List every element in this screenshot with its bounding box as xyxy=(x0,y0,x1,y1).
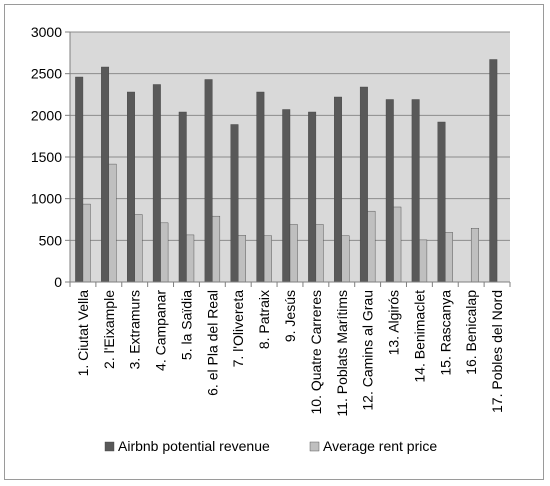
bar-rent-price xyxy=(315,224,324,283)
x-tick-label: 4. Campanar xyxy=(153,290,169,371)
bar-airbnb-revenue xyxy=(385,99,394,283)
bar-airbnb-revenue xyxy=(127,91,135,283)
legend: Airbnb potential revenue Average rent pri… xyxy=(104,438,437,454)
x-tick-label: 7. l'Olivereta xyxy=(230,290,246,368)
bar-rent-price xyxy=(186,234,195,283)
y-tick-label: 2500 xyxy=(31,66,62,82)
x-tick-label: 9. Jesús xyxy=(282,290,298,342)
x-axis: 1. Ciutat Vella 2. l'Eixample 3. Extramurs… xyxy=(69,281,511,417)
bar-airbnb-revenue xyxy=(152,84,161,283)
bar-rent-price xyxy=(341,235,350,283)
x-tick-label: 3. Extramurs xyxy=(127,290,143,369)
y-tick-label: 500 xyxy=(39,232,63,248)
bar-airbnb-revenue xyxy=(230,124,239,283)
x-tick-label: 6. el Pla del Real xyxy=(204,290,220,396)
bar-airbnb-revenue xyxy=(359,86,368,283)
bar-rent-price xyxy=(134,214,143,283)
y-axis: 0 500 1000 1500 2000 2500 3000 xyxy=(31,24,71,290)
bar-rent-price xyxy=(108,163,117,283)
bar-airbnb-revenue xyxy=(178,111,187,283)
bar-rent-price xyxy=(419,239,428,283)
bar-rent-price xyxy=(212,215,221,283)
x-tick-label: 2. l'Eixample xyxy=(101,290,117,369)
y-tick-label: 3000 xyxy=(31,24,62,40)
x-tick-label: 13. Algirós xyxy=(386,290,402,355)
bar-rent-price xyxy=(445,232,453,283)
bar-rent-price xyxy=(470,228,479,283)
bar-rent-price xyxy=(82,203,91,283)
x-tick-label: 8. Patraix xyxy=(256,290,272,349)
x-tick-label: 17. Pobles del Nord xyxy=(489,290,505,413)
x-tick-label: 12. Camins al Grau xyxy=(360,290,376,411)
bar-rent-price xyxy=(160,222,169,283)
x-tick-label: 11. Poblats Marítims xyxy=(334,290,350,417)
bar-airbnb-revenue xyxy=(75,76,84,283)
bars xyxy=(75,59,498,283)
bar-airbnb-revenue xyxy=(256,91,265,283)
legend-swatch xyxy=(104,441,115,452)
x-tick-label: 16. Benicalap xyxy=(463,290,479,375)
bar-airbnb-revenue xyxy=(411,99,420,283)
x-tick-label: 1. Ciutat Vella xyxy=(75,290,91,377)
bar-airbnb-revenue xyxy=(204,79,213,283)
bar-airbnb-revenue xyxy=(101,66,110,283)
x-tick-label: 15. Rascanya xyxy=(437,290,453,376)
bar-airbnb-revenue xyxy=(282,109,291,283)
bar-rent-price xyxy=(393,206,402,283)
chart-frame: 0 500 1000 1500 2000 2500 3000 1. Ciutat Vella… xyxy=(4,4,544,480)
bar-rent-price xyxy=(367,210,376,283)
bar-airbnb-revenue xyxy=(489,59,498,283)
bar-rent-price xyxy=(263,235,272,283)
bar-airbnb-revenue xyxy=(437,121,446,283)
y-tick-label: 1000 xyxy=(31,191,62,207)
bar-chart: 0 500 1000 1500 2000 2500 3000 1. Ciutat Vella… xyxy=(31,24,511,454)
y-tick-label: 1500 xyxy=(31,149,62,165)
legend-label: Average rent price xyxy=(323,438,437,454)
bar-airbnb-revenue xyxy=(308,111,317,283)
y-tick-label: 0 xyxy=(54,274,62,290)
x-tick-label: 10. Quatre Carreres xyxy=(308,290,324,415)
bar-rent-price xyxy=(238,235,246,283)
legend-swatch xyxy=(309,441,320,452)
x-tick-label: 14. Benimaclet xyxy=(411,290,427,383)
y-tick-label: 2000 xyxy=(31,107,62,123)
legend-label: Airbnb potential revenue xyxy=(118,438,270,454)
bar-airbnb-revenue xyxy=(334,96,342,283)
x-tick-label: 5. la Saïdia xyxy=(178,290,194,360)
bar-rent-price xyxy=(289,224,298,283)
